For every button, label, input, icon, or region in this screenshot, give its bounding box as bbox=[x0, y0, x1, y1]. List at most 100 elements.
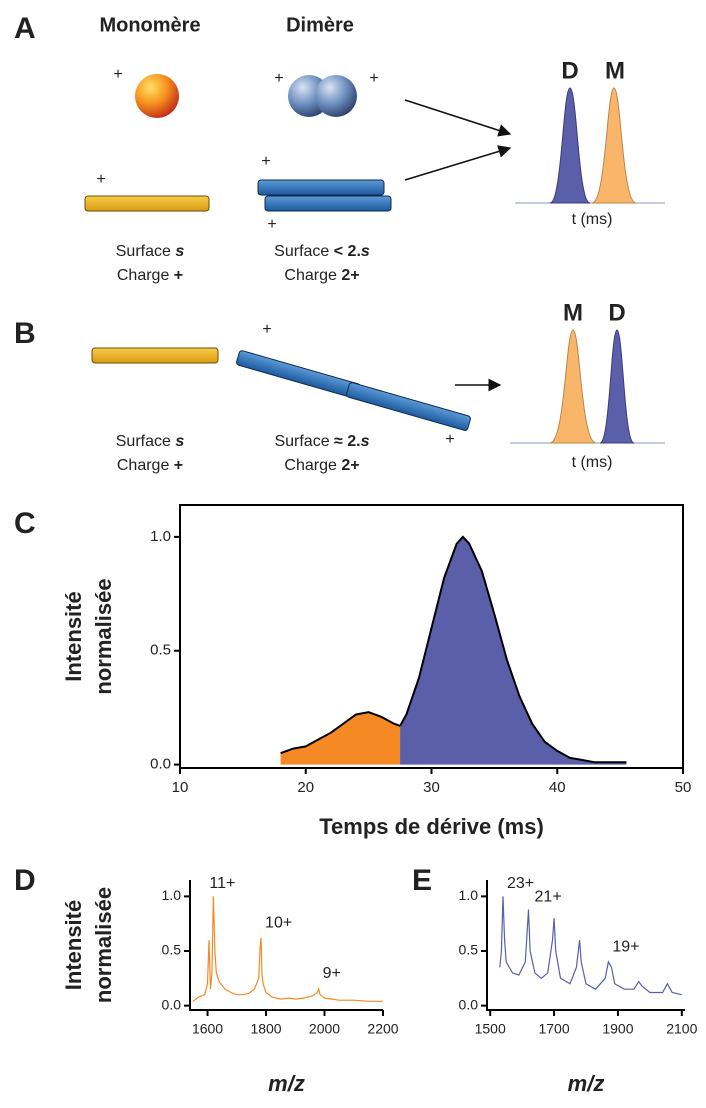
x-tick-label: 2100 bbox=[666, 1021, 697, 1037]
x-tick-label: 1800 bbox=[250, 1021, 281, 1037]
y-tick-label: 0.5 bbox=[459, 942, 479, 958]
x-tick-label: 50 bbox=[675, 779, 692, 796]
word: Charge bbox=[284, 457, 337, 474]
y-tick-label: 1.0 bbox=[150, 528, 171, 545]
peak-annotation: 23+ bbox=[507, 875, 534, 892]
peak-annotation: 11+ bbox=[209, 875, 235, 892]
time-axis-label: t (ms) bbox=[572, 211, 613, 228]
y-tick-label: 0.5 bbox=[150, 642, 171, 659]
panel-label: E bbox=[412, 864, 432, 897]
peak-label: D bbox=[608, 299, 625, 326]
panel-label: C bbox=[14, 507, 36, 540]
symbol: < 2. bbox=[334, 243, 361, 260]
y-tick-label: 0.0 bbox=[459, 996, 479, 1012]
charge-sign: + bbox=[274, 70, 283, 87]
symbol: + bbox=[174, 267, 183, 284]
charge-sign: + bbox=[369, 70, 378, 87]
word: Surface bbox=[274, 243, 329, 260]
monomer-sphere bbox=[135, 74, 179, 118]
monomer-rod bbox=[91, 347, 219, 364]
peak-annotation: 21+ bbox=[535, 888, 562, 905]
word: Surface bbox=[116, 433, 171, 450]
monomer-peak bbox=[591, 87, 637, 204]
y-axis-title: Intensité bbox=[61, 591, 86, 681]
word: Surface bbox=[274, 433, 329, 450]
panel-label: A bbox=[14, 12, 36, 45]
monomer-title: Monomère bbox=[99, 14, 200, 36]
monomer-rod bbox=[84, 195, 210, 212]
surface-text: Surface ≈ 2.s bbox=[274, 433, 369, 450]
surface-text: Surface s bbox=[116, 433, 185, 450]
x-tick-label: 1900 bbox=[602, 1021, 633, 1037]
symbol: s bbox=[175, 243, 184, 260]
dimer-rod bbox=[236, 350, 361, 399]
word: Charge bbox=[117, 267, 170, 284]
data-line bbox=[280, 711, 401, 755]
x-tick-label: 20 bbox=[297, 779, 314, 796]
symbol: + bbox=[174, 457, 183, 474]
peak-annotation: 10+ bbox=[265, 915, 292, 932]
charge-text: Charge 2+ bbox=[284, 267, 359, 284]
charge-text: Charge + bbox=[117, 267, 183, 284]
word: Charge bbox=[117, 457, 170, 474]
symbol: ≈ 2. bbox=[334, 433, 361, 450]
y-axis-title: Intensité bbox=[61, 900, 86, 990]
x-tick-label: 1600 bbox=[192, 1021, 223, 1037]
dimer-rod bbox=[346, 382, 471, 431]
dimer-rod bbox=[264, 195, 392, 212]
peak-label: M bbox=[563, 299, 583, 326]
surface-text: Surface s bbox=[116, 243, 185, 260]
x-tick-label: 1500 bbox=[475, 1021, 506, 1037]
word: Charge bbox=[284, 267, 337, 284]
symbol: s bbox=[361, 433, 370, 450]
arrow bbox=[404, 99, 512, 137]
data-line bbox=[192, 896, 383, 1002]
word: Surface bbox=[116, 243, 171, 260]
y-tick-label: 1.0 bbox=[459, 887, 479, 903]
charge-sign: + bbox=[113, 66, 122, 83]
monomer-peak bbox=[549, 329, 597, 444]
data-line bbox=[399, 535, 627, 764]
x-tick-label: 2000 bbox=[309, 1021, 340, 1037]
dimer-title: Dimère bbox=[286, 14, 354, 36]
x-axis-title: m/z bbox=[568, 1071, 605, 1096]
y-axis-title: normalisée bbox=[91, 578, 116, 694]
symbol: s bbox=[361, 243, 370, 260]
area-fill bbox=[280, 712, 401, 765]
charge-text: Charge 2+ bbox=[284, 457, 359, 474]
peak-label: D bbox=[561, 57, 578, 84]
symbol: s bbox=[175, 433, 184, 450]
x-tick-label: 1700 bbox=[538, 1021, 569, 1037]
x-tick-label: 30 bbox=[423, 779, 440, 796]
panel-label: B bbox=[14, 317, 36, 350]
dimer-rod bbox=[257, 179, 385, 196]
peak-annotation: 9+ bbox=[323, 965, 341, 982]
y-tick-label: 0.0 bbox=[150, 756, 171, 773]
x-tick-label: 2200 bbox=[367, 1021, 398, 1037]
charge-sign: + bbox=[267, 216, 276, 233]
dimer-peak bbox=[549, 87, 591, 204]
charge-sign: + bbox=[96, 171, 105, 188]
peak-label: M bbox=[605, 57, 625, 84]
area-fill bbox=[400, 536, 627, 765]
y-tick-label: 1.0 bbox=[162, 887, 182, 903]
x-tick-label: 10 bbox=[172, 779, 189, 796]
arrow bbox=[404, 145, 512, 181]
charge-sign: + bbox=[445, 431, 454, 448]
y-tick-label: 0.5 bbox=[162, 942, 182, 958]
x-axis-title: m/z bbox=[268, 1071, 305, 1096]
dimer-sphere bbox=[315, 75, 357, 117]
surface-text: Surface < 2.s bbox=[274, 243, 370, 260]
axes bbox=[189, 880, 383, 1011]
symbol: 2+ bbox=[341, 267, 359, 284]
charge-text: Charge + bbox=[117, 457, 183, 474]
charge-sign: + bbox=[261, 153, 270, 170]
peak-annotation: 19+ bbox=[612, 939, 639, 956]
axes bbox=[486, 880, 685, 1011]
x-tick-label: 40 bbox=[549, 779, 566, 796]
y-tick-label: 0.0 bbox=[162, 996, 182, 1012]
symbol: 2+ bbox=[341, 457, 359, 474]
data-line bbox=[499, 896, 682, 996]
time-axis-label: t (ms) bbox=[572, 454, 613, 471]
